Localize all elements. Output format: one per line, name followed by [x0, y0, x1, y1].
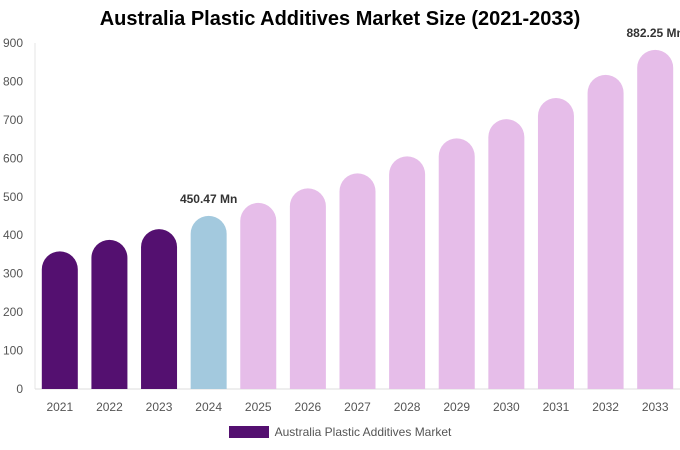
- bar-2032: [587, 74, 624, 390]
- x-tick-label: 2026: [295, 400, 322, 414]
- bar-2027: [339, 173, 376, 389]
- y-tick-label: 200: [3, 305, 23, 319]
- data-label-2033: 882.25 Mn: [627, 26, 680, 40]
- bar-2024: [190, 215, 227, 389]
- x-tick-label: 2031: [543, 400, 570, 414]
- x-tick-label: 2024: [195, 400, 222, 414]
- bar-2033: [637, 49, 674, 390]
- x-tick-label: 2032: [592, 400, 619, 414]
- y-tick-label: 300: [3, 267, 23, 281]
- bar-2030: [488, 119, 525, 390]
- legend-label: Australia Plastic Additives Market: [274, 425, 452, 439]
- x-tick-label: 2027: [344, 400, 371, 414]
- bar-2025: [240, 202, 277, 389]
- y-tick-label: 600: [3, 151, 23, 165]
- y-tick-label: 700: [3, 113, 23, 127]
- chart-title: Australia Plastic Additives Market Size …: [99, 8, 581, 30]
- y-tick-label: 800: [3, 74, 23, 88]
- bar-2029: [438, 138, 475, 389]
- y-tick-label: 400: [3, 228, 23, 242]
- x-tick-label: 2033: [642, 400, 669, 414]
- bar-2028: [389, 156, 426, 389]
- y-tick-label: 500: [3, 190, 23, 204]
- data-label-2024: 450.47 Mn: [180, 192, 237, 206]
- x-tick-label: 2025: [245, 400, 272, 414]
- bar-2021: [41, 251, 78, 389]
- x-tick-label: 2028: [394, 400, 421, 414]
- x-tick-label: 2030: [493, 400, 520, 414]
- bar-2026: [289, 188, 326, 389]
- y-tick-label: 0: [16, 382, 23, 396]
- x-tick-label: 2029: [443, 400, 470, 414]
- bar-2022: [91, 239, 128, 389]
- legend-swatch: [228, 426, 269, 438]
- bar-2023: [141, 229, 178, 389]
- y-tick-label: 100: [3, 344, 23, 358]
- y-tick-label: 900: [3, 36, 23, 50]
- legend: Australia Plastic Additives Market: [0, 425, 680, 439]
- x-tick-label: 2023: [146, 400, 173, 414]
- x-tick-label: 2022: [96, 400, 123, 414]
- x-tick-label: 2021: [46, 400, 73, 414]
- bar-2031: [537, 97, 574, 389]
